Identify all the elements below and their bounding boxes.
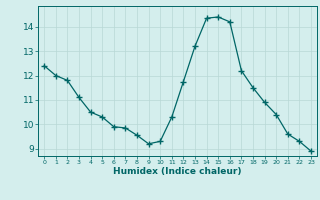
X-axis label: Humidex (Indice chaleur): Humidex (Indice chaleur)	[113, 167, 242, 176]
